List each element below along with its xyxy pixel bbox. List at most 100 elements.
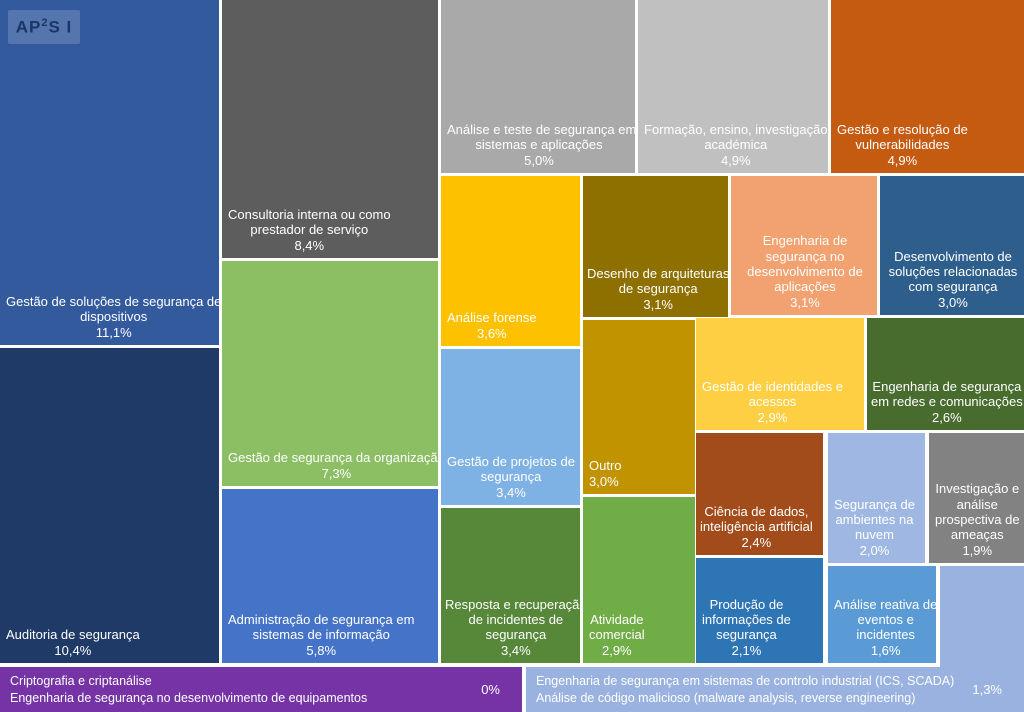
cell-value: 2,0% — [859, 542, 890, 558]
cell-label: Gestão de soluções de segurança de dispo… — [6, 294, 222, 325]
treemap-cell-gestao-identidades: Gestão de identidades e acessos 2,9% — [696, 318, 864, 430]
treemap-cell-investigacao-ameacas: Investigação e análise prospectiva de am… — [929, 433, 1024, 563]
logo-text: AP2S I — [15, 16, 73, 37]
footer-bar-label-line1: Engenharia de segurança em sistemas de c… — [536, 673, 955, 688]
cell-label-group: Consultoria interna ou como prestador de… — [228, 207, 391, 253]
treemap-cell-outro: Outro 3,0% — [583, 320, 695, 494]
treemap-cell-formacao-ensino: Formação, ensino, investigação académica… — [638, 0, 828, 173]
footer-bar-value: 1,3% — [972, 682, 1002, 697]
treemap-cell-desenvolvimento-solucoes: Desenvolvimento de soluções relacionadas… — [880, 176, 1024, 315]
footer-bar-labels: Criptografia e criptanálise Engenharia d… — [10, 673, 367, 707]
cell-label-group: Análise reativa de eventos e incidentes 1… — [834, 597, 937, 658]
cell-value: 3,4% — [501, 642, 531, 658]
cell-value: 8,4% — [294, 237, 325, 253]
cell-value: 2,9% — [757, 409, 788, 425]
footer-bar-label-line2: Engenharia de segurança no desenvolvimen… — [10, 690, 368, 705]
cell-label: Engenharia de segurança no desenvolvimen… — [747, 233, 863, 295]
treemap-cell-auditoria-seguranca: Auditoria de segurança 10,4% — [0, 348, 219, 663]
cell-label-group: Desenho de arquiteturas de segurança 3,1% — [587, 266, 729, 312]
cell-label-group: Administração de segurança em sistemas d… — [228, 612, 414, 658]
cell-value: 5,0% — [524, 152, 554, 168]
cell-label-group: Desenvolvimento de soluções relacionadas… — [889, 249, 1018, 310]
cell-label: Consultoria interna ou como prestador de… — [228, 207, 391, 238]
treemap-cell-resposta-recuperacao: Resposta e recuperação de incidentes de … — [441, 508, 587, 663]
cell-label-group: Segurança de ambientes na nuvem 2,0% — [834, 497, 915, 558]
cell-label: Desenvolvimento de soluções relacionadas… — [888, 248, 1018, 295]
cell-label-group: Resposta e recuperação de incidentes de … — [445, 597, 587, 658]
cell-value: 1,6% — [870, 642, 901, 658]
cell-label: Análise forense — [447, 310, 537, 326]
treemap-cell-producao-informacoes: Produção de informações de segurança 2,1% — [696, 558, 823, 663]
treemap-cell-gestao-vulnerabilidades: Gestão e resolução de vulnerabilidades 4,… — [831, 0, 1024, 173]
cell-label: Gestão de identidades e acessos — [702, 379, 843, 410]
cell-label-group: Ciência de dados, inteligência artificia… — [700, 504, 813, 550]
cell-label: Análise e teste de segurança em sistemas… — [447, 122, 637, 153]
cell-value: 4,9% — [720, 152, 751, 168]
cell-value: 3,0% — [589, 473, 619, 489]
treemap-cell-eng-redes-comunicacoes: Engenharia de segurança em redes e comun… — [867, 318, 1024, 430]
cell-value: 1,9% — [962, 542, 993, 558]
cell-value: 2,6% — [932, 409, 962, 425]
treemap-cell-gestao-solucoes-dispositivos: Gestão de soluções de segurança de dispo… — [0, 0, 221, 345]
cell-label-group: Gestão de soluções de segurança de dispo… — [6, 294, 221, 340]
footer-bar-label-line1: Criptografia e criptanálise — [10, 673, 152, 688]
treemap-cell-seguranca-nuvem: Segurança de ambientes na nuvem 2,0% — [828, 433, 925, 563]
cell-label-group: Gestão de identidades e acessos 2,9% — [702, 379, 843, 425]
cell-label: Auditoria de segurança — [6, 627, 140, 643]
cell-label: Formação, ensino, investigação académica — [644, 122, 828, 153]
treemap-cell-analise-forense: Análise forense 3,6% — [441, 176, 580, 346]
cell-label-group: Auditoria de segurança 10,4% — [6, 627, 140, 658]
treemap-cell-consultoria: Consultoria interna ou como prestador de… — [222, 0, 438, 258]
cell-value: 2,9% — [601, 642, 632, 658]
cell-label: Análise reativa de eventos e incidentes — [834, 596, 938, 643]
cell-label-group: Produção de informações de segurança 2,1% — [702, 597, 791, 658]
cell-label-group: Engenharia de segurança em redes e comun… — [871, 379, 1023, 425]
cell-label: Investigação e análise prospectiva de am… — [935, 481, 1020, 543]
cell-value: 3,1% — [643, 296, 673, 312]
treemap-cell-analise-teste-seguranca: Análise e teste de segurança em sistemas… — [441, 0, 636, 173]
cell-value: 5,8% — [306, 642, 337, 658]
treemap-cell-desenho-arquiteturas: Desenho de arquiteturas de segurança 3,1% — [583, 176, 729, 317]
cell-label-group: Engenharia de segurança no desenvolvimen… — [747, 233, 863, 310]
cell-label-group: Gestão de projetos de segurança 3,4% — [447, 454, 575, 500]
cell-label: Administração de segurança em sistemas d… — [228, 612, 415, 643]
cell-label-group: Atividade comercial 2,9% — [589, 612, 645, 658]
treemap-footer-bar-criptografia: Criptografia e criptanálise Engenharia d… — [0, 667, 522, 712]
cell-value: 3,4% — [496, 484, 526, 500]
treemap-cell-analise-reativa: Análise reativa de eventos e incidentes 1… — [828, 566, 937, 663]
cell-label: Gestão e resolução de vulnerabilidades — [837, 122, 968, 153]
cell-value: 3,6% — [476, 325, 507, 341]
treemap-cell-gestao-seguranca-organizacao: Gestão de segurança da organização 7,3% — [222, 261, 445, 486]
cell-label-group: Análise e teste de segurança em sistemas… — [447, 122, 636, 168]
treemap-cell-gestao-projetos: Gestão de projetos de segurança 3,4% — [441, 349, 580, 505]
treemap-footer-bar-ics-malware: Engenharia de segurança em sistemas de c… — [526, 667, 1024, 712]
cell-value: 2,4% — [741, 534, 772, 550]
cell-label: Gestão de segurança da organização — [228, 450, 445, 466]
cell-label: Ciência de dados, inteligência artificia… — [700, 504, 813, 535]
cell-label: Desenho de arquiteturas de segurança — [587, 266, 730, 297]
cell-value: 2,1% — [731, 642, 762, 658]
ap2si-logo: AP2S I — [8, 10, 80, 44]
treemap-cell-administracao-seguranca-si: Administração de segurança em sistemas d… — [222, 489, 438, 663]
cell-value: 7,3% — [321, 465, 352, 481]
cell-label-group: Análise forense 3,6% — [447, 310, 537, 341]
cell-label: Gestão de projetos de segurança — [447, 454, 575, 485]
cell-value: 3,1% — [790, 294, 820, 310]
cell-value: 11,1% — [95, 324, 132, 340]
cell-label: Engenharia de segurança em redes e comun… — [871, 379, 1023, 410]
cell-label: Segurança de ambientes na nuvem — [834, 496, 915, 543]
cell-label: Resposta e recuperação de incidentes de … — [445, 596, 587, 643]
treemap-cell-eng-seguranca-aplicacoes: Engenharia de segurança no desenvolvimen… — [731, 176, 877, 315]
footer-bar-label-line2: Análise de código malicioso (malware ana… — [536, 690, 916, 705]
treemap-cell-atividade-comercial: Atividade comercial 2,9% — [583, 497, 695, 663]
footer-bar-value: 0% — [481, 682, 500, 697]
cell-label: Atividade comercial — [589, 612, 645, 643]
cell-label: Produção de informações de segurança — [702, 596, 791, 643]
cell-label-group: Gestão e resolução de vulnerabilidades 4,… — [837, 122, 968, 168]
cell-label: Outro — [589, 458, 622, 474]
cell-value: 4,9% — [887, 152, 918, 168]
treemap-cell-ciencia-dados-ia: Ciência de dados, inteligência artificia… — [696, 433, 823, 555]
cell-value: 3,0% — [938, 294, 968, 310]
cell-value: 10,4% — [54, 642, 92, 658]
